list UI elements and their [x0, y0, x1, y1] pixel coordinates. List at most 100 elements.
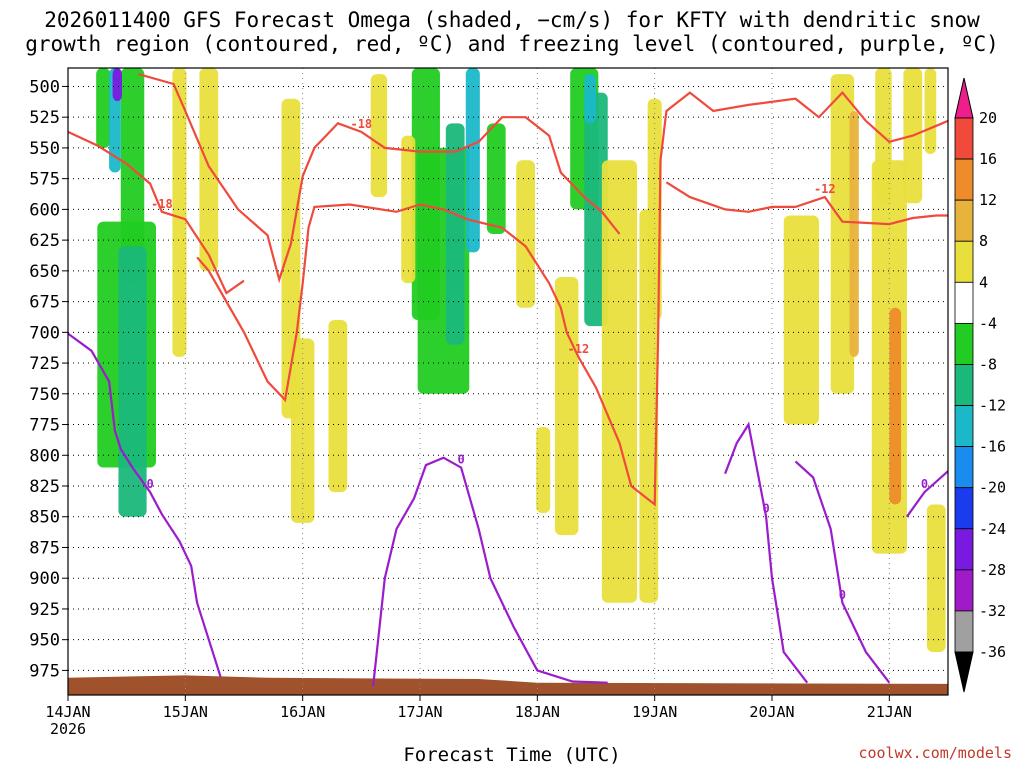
credit-text: coolwx.com/models	[858, 744, 1012, 762]
colorbar-label: -24	[979, 520, 1006, 538]
omega-region	[516, 160, 535, 308]
dgz-contour-label: -18	[151, 197, 173, 211]
x-tick-label: 14JAN	[45, 703, 90, 721]
x-tick-label: 20JAN	[749, 703, 794, 721]
colorbar-segment	[954, 528, 974, 571]
omega-region	[199, 68, 219, 271]
colorbar-segment	[954, 117, 974, 160]
omega-region	[849, 111, 859, 357]
contour-layer: -18 -18 -12 -12 0 0 0 0 0	[67, 73, 949, 687]
freezing-contour	[372, 456, 608, 687]
y-tick-label: 950	[29, 631, 60, 651]
terrain-layer	[68, 675, 948, 695]
freezing-contour-label: 0	[839, 588, 846, 602]
colorbar-segment	[954, 405, 974, 448]
freezing-contour	[724, 421, 809, 684]
omega-region	[924, 68, 937, 155]
x-tick-label: 2026	[50, 720, 86, 738]
colorbar-segment	[954, 281, 974, 324]
x-tick-label: 15JAN	[163, 703, 208, 721]
colorbar-segment	[954, 610, 974, 653]
y-tick-label: 825	[29, 477, 60, 497]
colorbar-label: 8	[979, 232, 988, 250]
freezing-contour-label: 0	[457, 453, 464, 467]
freezing-contour	[67, 332, 222, 677]
omega-region	[445, 123, 465, 345]
y-tick-label: 600	[29, 200, 60, 220]
x-axis-label: Forecast Time (UTC)	[403, 744, 621, 766]
colorbar: 20 16 12 8 4 -4 -8 -12 -16 -20 -24 -28 -32 -36	[954, 77, 1006, 693]
freezing-contour	[794, 460, 891, 684]
omega-shading-layer	[96, 68, 946, 652]
x-tick-label: 16JAN	[280, 703, 325, 721]
colorbar-segment	[954, 364, 974, 406]
y-tick-label: 925	[29, 600, 60, 620]
omega-region	[118, 246, 147, 517]
omega-region	[486, 123, 506, 234]
omega-region	[601, 160, 638, 603]
colorbar-segment	[954, 569, 974, 612]
colorbar-segment	[954, 240, 974, 283]
omega-region	[465, 68, 480, 253]
y-tick-label: 750	[29, 385, 60, 405]
x-tick-label: 21JAN	[867, 703, 912, 721]
omega-region	[554, 277, 579, 536]
colorbar-label: 16	[979, 150, 997, 168]
y-tick-label: 800	[29, 446, 60, 466]
y-tick-label: 725	[29, 354, 60, 374]
dgz-contour	[138, 73, 621, 284]
y-tick-label: 550	[29, 139, 60, 159]
freezing-contour	[906, 470, 949, 518]
y-tick-label: 500	[29, 77, 60, 97]
colorbar-arrow-bottom	[954, 651, 974, 693]
y-tick-label: 525	[29, 108, 60, 128]
omega-region	[370, 74, 388, 198]
omega-region	[889, 307, 902, 505]
colorbar-segment	[954, 487, 974, 530]
y-tick-label: 625	[29, 231, 60, 251]
colorbar-arrow-top	[954, 77, 974, 119]
y-tick-label: 575	[29, 170, 60, 190]
colorbar-segment	[954, 446, 974, 489]
plot-frame	[67, 67, 949, 696]
colorbar-label: -20	[979, 479, 1006, 497]
y-tick-label: 775	[29, 416, 60, 436]
colorbar-label: 4	[979, 273, 988, 291]
y-tick-label: 875	[29, 538, 60, 558]
colorbar-label: 20	[979, 109, 997, 127]
colorbar-segment	[954, 158, 974, 201]
x-tick-label: 17JAN	[397, 703, 442, 721]
omega-region	[112, 68, 122, 102]
y-axis: 500 525 550 575 600 625 650 675 700 725 750 775 800 8…	[29, 77, 68, 681]
colorbar-label: -28	[979, 561, 1006, 579]
colorbar-segment	[954, 199, 974, 242]
freezing-contour-label: 0	[921, 477, 928, 491]
x-tick-label: 19JAN	[632, 703, 677, 721]
x-tick-label: 18JAN	[515, 703, 560, 721]
freezing-contour-label: 0	[763, 502, 770, 516]
colorbar-label: 12	[979, 191, 997, 209]
y-tick-label: 850	[29, 508, 60, 528]
y-tick-label: 675	[29, 293, 60, 313]
colorbar-label: -12	[979, 397, 1006, 415]
dgz-contour-label: -18	[350, 117, 372, 131]
omega-region	[290, 338, 315, 523]
omega-region	[584, 74, 596, 124]
dgz-contour-label: -12	[568, 342, 590, 356]
omega-region	[926, 504, 946, 652]
colorbar-label: -8	[979, 355, 997, 373]
freezing-contour-label: 0	[147, 477, 154, 491]
dgz-contour	[67, 130, 245, 295]
chart-title-line-1: 2026011400 GFS Forecast Omega (shaded, −…	[44, 8, 980, 32]
omega-region	[96, 68, 111, 148]
dgz-contour-label: -12	[814, 182, 836, 196]
omega-region	[783, 215, 819, 425]
omega-region	[172, 68, 187, 357]
dgz-contour	[665, 181, 948, 226]
colorbar-label: -32	[979, 602, 1006, 620]
colorbar-label: -4	[979, 314, 997, 332]
dgz-contour	[196, 90, 949, 507]
omega-region	[328, 320, 348, 493]
